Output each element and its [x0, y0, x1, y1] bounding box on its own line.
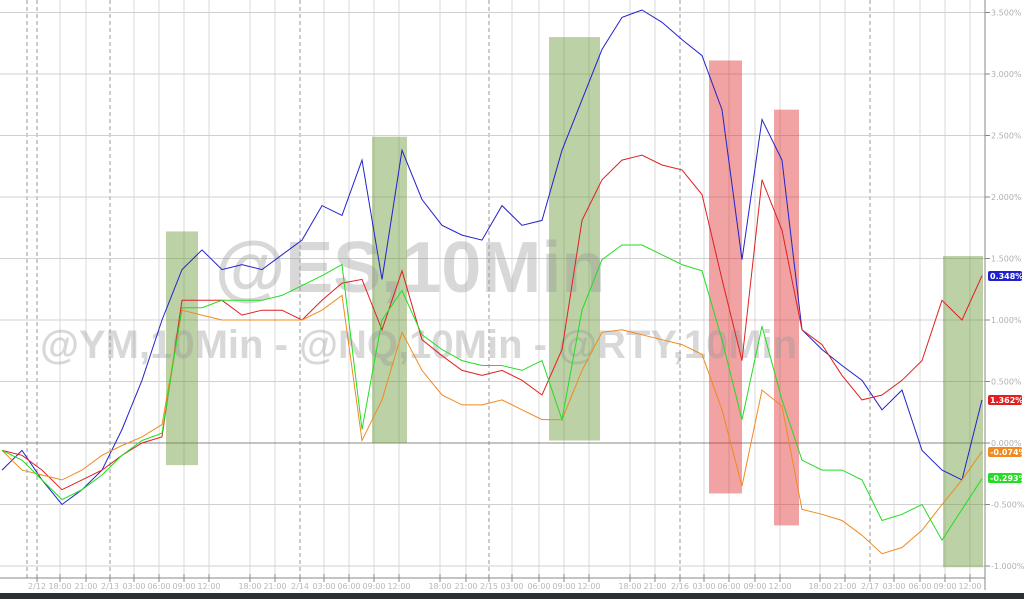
- end-labels: 0.348% 1.362% -0.074% -0.293%: [988, 271, 1024, 483]
- highlight-box: [549, 37, 600, 441]
- x-tick-label: 18:00: [48, 582, 71, 591]
- x-tick-label: 09:00: [552, 582, 575, 591]
- x-tick-label: 2/14: [291, 582, 309, 591]
- bottom-bar: [0, 593, 1024, 599]
- x-tick-label: 12:00: [958, 582, 981, 591]
- x-tick-label: 21:00: [263, 582, 286, 591]
- grid: [0, 0, 985, 578]
- x-tick-label: 06:00: [717, 582, 740, 591]
- y-tick-label: 1.500%: [991, 255, 1022, 264]
- x-tick-label: 2/15: [480, 582, 498, 591]
- x-tick-label: 12:00: [768, 582, 791, 591]
- x-tick-label: 03:00: [692, 582, 715, 591]
- x-tick-label: 12:00: [197, 582, 220, 591]
- x-tick-label: 2/16: [671, 582, 689, 591]
- x-tick-label: 03:00: [312, 582, 335, 591]
- x-tick-label: 21:00: [833, 582, 856, 591]
- x-tick-label: 06:00: [527, 582, 550, 591]
- highlight-box: [943, 256, 983, 568]
- x-tick-label: 09:00: [743, 582, 766, 591]
- y-tick-label: 2.500%: [991, 132, 1022, 141]
- y-tick-label: 0.500%: [991, 378, 1022, 387]
- x-tick-label: 09:00: [933, 582, 956, 591]
- watermark-ym-nq-rty: @YM,10Min - @NQ,10Min - @RTY,10Min: [40, 323, 797, 367]
- y-axis: 3.500% 3.000% 2.500% 2.000% 1.500% 1.000% 0.50…: [985, 9, 1024, 571]
- end-label: 0.348%: [990, 272, 1023, 281]
- x-tick-label: 21:00: [454, 582, 477, 591]
- x-tick-label: 18:00: [238, 582, 261, 591]
- end-label-bg: [988, 395, 1022, 405]
- x-axis: 2/12 18:00 21:00 2/13 03:00 06:00 09:00 12:00 18…: [28, 574, 982, 591]
- x-tick-label: 03:00: [122, 582, 145, 591]
- highlight-box: [709, 60, 742, 494]
- y-tick-label: -1.000%: [991, 562, 1024, 571]
- series-line-0: [1, 9, 983, 506]
- watermark-es: @ES,10Min: [215, 228, 605, 308]
- series-line-3: [1, 244, 983, 542]
- x-tick-label: 21:00: [643, 582, 666, 591]
- y-tick-label: 0.000%: [991, 439, 1022, 448]
- x-tick-label: 09:00: [362, 582, 385, 591]
- x-tick-label: 06:00: [337, 582, 360, 591]
- series-line-2: [1, 294, 983, 555]
- series-lines: [1, 9, 983, 555]
- x-tick-label: 18:00: [808, 582, 831, 591]
- end-label: -0.074%: [990, 448, 1024, 457]
- y-tick-label: 3.000%: [991, 70, 1022, 79]
- x-tick-label: 18:00: [618, 582, 641, 591]
- end-label-bg: [988, 271, 1022, 281]
- y-tick-label: 2.000%: [991, 193, 1022, 202]
- x-tick-label: 2/12: [28, 582, 46, 591]
- x-tick-label: 03:00: [882, 582, 905, 591]
- x-tick-label: 2/17: [861, 582, 879, 591]
- end-label-bg: [988, 473, 1022, 483]
- x-tick-label: 2/13: [101, 582, 119, 591]
- x-tick-label: 06:00: [147, 582, 170, 591]
- highlight-box: [774, 109, 799, 526]
- highlight-box: [372, 136, 407, 444]
- x-tick-label: 21:00: [74, 582, 97, 591]
- x-tick-label: 03:00: [500, 582, 523, 591]
- x-tick-label: 06:00: [908, 582, 931, 591]
- y-tick-label: 1.000%: [991, 316, 1022, 325]
- end-label: 1.362%: [990, 396, 1023, 405]
- end-label-bg: [988, 447, 1022, 457]
- x-tick-label: 12:00: [387, 582, 410, 591]
- plot-area: [0, 0, 985, 578]
- x-tick-label: 18:00: [428, 582, 451, 591]
- y-tick-label: 3.500%: [991, 9, 1022, 18]
- x-tick-label: 12:00: [577, 582, 600, 591]
- end-label: -0.293%: [990, 474, 1024, 483]
- x-tick-label: 09:00: [172, 582, 195, 591]
- y-tick-label: -0.500%: [991, 501, 1024, 510]
